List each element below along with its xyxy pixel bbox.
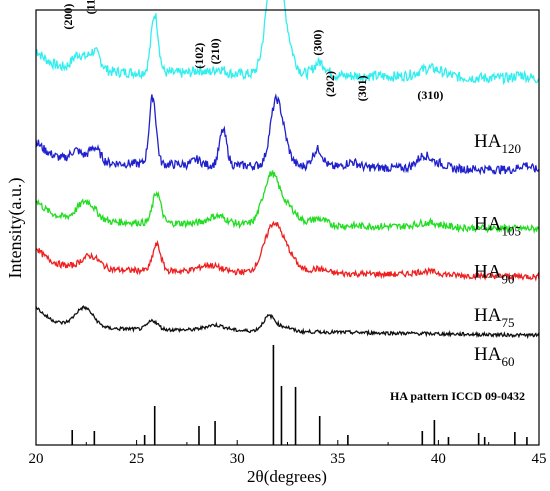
miller-index-label: (202) xyxy=(323,71,337,97)
x-tick-label: 25 xyxy=(129,451,144,467)
miller-index-label: (310) xyxy=(417,88,443,102)
x-tick-label: 40 xyxy=(431,451,446,467)
x-tick-label: 45 xyxy=(532,451,547,467)
series-line-ha60 xyxy=(35,305,540,340)
miller-index-label: (210) xyxy=(208,38,222,64)
series-line-ha105 xyxy=(35,93,540,176)
y-axis-label: Intensity(a.u.) xyxy=(5,178,26,279)
annotations-group: (200)(111)(002)(211)(112)(102)(210)(300)… xyxy=(61,0,443,102)
x-axis: 20 25 30 35 40 45 xyxy=(29,440,547,467)
reference-pattern-group xyxy=(71,344,528,445)
x-axis-label: 2θ(degrees) xyxy=(247,467,327,486)
miller-index-label: (301) xyxy=(355,75,369,101)
reference-label: HA pattern ICCD 09-0432 xyxy=(390,389,525,403)
series-line-ha120 xyxy=(35,0,540,85)
x-tick-label: 35 xyxy=(330,451,345,467)
x-tick-label: 30 xyxy=(230,451,245,467)
miller-index-label: (102) xyxy=(192,43,206,69)
miller-index-label: (111) xyxy=(83,0,97,14)
series-label: HA75 xyxy=(474,305,514,330)
series-line-ha90 xyxy=(35,170,540,235)
x-tick-label: 20 xyxy=(29,451,44,467)
series-label: HA90 xyxy=(474,262,514,287)
miller-index-label: (200) xyxy=(61,4,75,30)
series-line-ha75 xyxy=(35,220,540,282)
series-label: HA105 xyxy=(474,214,521,239)
series-label: HA60 xyxy=(474,344,514,369)
miller-index-label: (300) xyxy=(311,30,325,56)
plot-series-group xyxy=(35,0,540,340)
series-label: HA120 xyxy=(474,131,521,156)
